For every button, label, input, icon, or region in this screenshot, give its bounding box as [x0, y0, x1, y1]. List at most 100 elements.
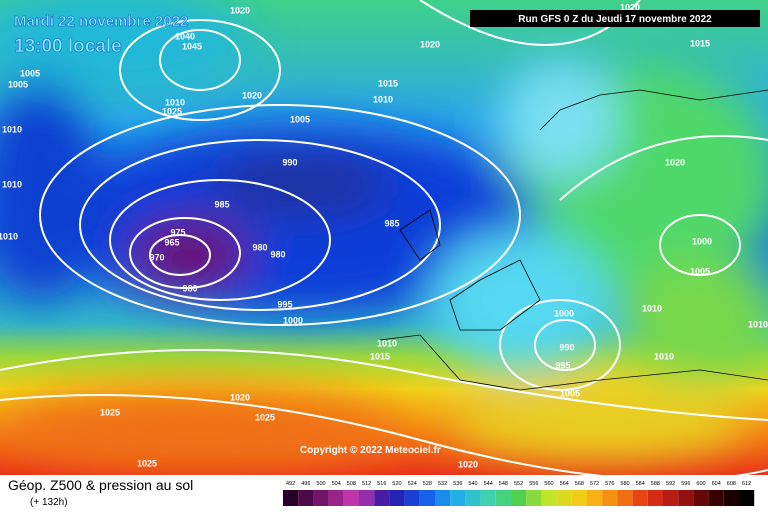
scale-swatch: [359, 490, 375, 506]
scale-label: 608: [727, 481, 736, 487]
scale-swatch: [404, 490, 420, 506]
scale-label: 516: [377, 481, 386, 487]
forecast-time: 13:00 locale: [14, 36, 122, 57]
isobar-label: 1010: [654, 351, 674, 361]
isobar-label: 965: [164, 237, 179, 247]
scale-swatch: [739, 490, 755, 506]
isobar-label: 1010: [642, 303, 662, 313]
scale-swatch: [617, 490, 633, 506]
scale-label: 560: [544, 481, 553, 487]
color-scale: 492 496 500 504 508 512 516 520 524 528 532 536 540 5…: [283, 481, 755, 506]
scale-label: 524: [408, 481, 417, 487]
isobar-label: 1010: [165, 97, 185, 107]
scale-swatch: [389, 490, 405, 506]
isobar-label: 1005: [290, 114, 310, 124]
copyright: Copyright © 2022 Meteociel.fr: [300, 445, 441, 456]
scale-label: 492: [286, 481, 295, 487]
scale-label: 604: [712, 481, 721, 487]
scale-swatch: [708, 490, 724, 506]
scale-label: 540: [468, 481, 477, 487]
scale-swatch: [602, 490, 618, 506]
scale-label: 536: [453, 481, 462, 487]
isobar-label: 980: [270, 249, 285, 259]
isobar-label: 995: [555, 360, 570, 370]
isobar-label: 1020: [242, 90, 262, 100]
isobar-label: 990: [282, 157, 297, 167]
isobar-label: 1025: [137, 458, 157, 468]
isobar-label: 1005: [8, 79, 28, 89]
scale-swatch: [313, 490, 329, 506]
scale-label: 508: [347, 481, 356, 487]
scale-swatch: [511, 490, 527, 506]
scale-label: 532: [438, 481, 447, 487]
isobar-label: 1015: [690, 38, 710, 48]
isobar-label: 1005: [20, 68, 40, 78]
scale-swatch: [283, 490, 299, 506]
isobar-label: 1040: [175, 31, 195, 41]
scale-swatch: [647, 490, 663, 506]
isobar-label: 1010: [373, 94, 393, 104]
scale-label: 512: [362, 481, 371, 487]
scale-label: 584: [636, 481, 645, 487]
isobar-label: 1000: [692, 236, 712, 246]
scale-swatch: [298, 490, 314, 506]
isobar-label: 1015: [378, 78, 398, 88]
isobar-label: 1010: [2, 179, 22, 189]
scale-swatch: [465, 490, 481, 506]
isobar-label: 995: [277, 299, 292, 309]
isobar-label: 970: [149, 252, 164, 262]
scale-swatch: [374, 490, 390, 506]
scale-label: 520: [392, 481, 401, 487]
isobar-label: 1045: [182, 41, 202, 51]
scale-label: 500: [316, 481, 325, 487]
scale-swatch: [693, 490, 709, 506]
isobar-label: 1015: [370, 351, 390, 361]
scale-swatch: [526, 490, 542, 506]
isobar-label: 1010: [0, 231, 18, 241]
scale-swatch: [587, 490, 603, 506]
isobar-label: 1000: [283, 315, 303, 325]
isobar-label: 1020: [458, 459, 478, 469]
isobar-label: 1025: [162, 106, 182, 116]
scale-label: 496: [301, 481, 310, 487]
isobar-label: 1020: [420, 39, 440, 49]
geopotential-field: [0, 0, 768, 470]
isobar-label: 1000: [554, 308, 574, 318]
isobar-label: 975: [170, 227, 185, 237]
scale-label: 592: [666, 481, 675, 487]
isobar-label: 1005: [560, 388, 580, 398]
scale-label: 588: [651, 481, 660, 487]
scale-swatch: [435, 490, 451, 506]
scale-label: 576: [605, 481, 614, 487]
run-banner: [470, 10, 760, 27]
scale-label: 504: [332, 481, 341, 487]
coastlines: [379, 89, 768, 391]
run-info: Run GFS 0 Z du Jeudi 17 novembre 2022: [518, 14, 712, 25]
scale-swatch: [632, 490, 648, 506]
isobar-label: 1020: [665, 157, 685, 167]
isobar-label: 980: [252, 242, 267, 252]
scale-swatch: [328, 490, 344, 506]
scale-label: 548: [499, 481, 508, 487]
isobar-label: 1010: [377, 338, 397, 348]
scale-swatch: [450, 490, 466, 506]
isobar-label: 1020: [620, 2, 640, 12]
scale-label: 552: [514, 481, 523, 487]
isobar-label: 980: [182, 283, 197, 293]
scale-swatch: [571, 490, 587, 506]
scale-swatch: [556, 490, 572, 506]
scale-swatch: [343, 490, 359, 506]
scale-label: 596: [681, 481, 690, 487]
forecast-date: Mardi 22 novembre 2022: [14, 13, 188, 30]
scale-swatch: [663, 490, 679, 506]
scale-label: 572: [590, 481, 599, 487]
isobar-label: 1010: [2, 124, 22, 134]
isobar-label: 985: [384, 218, 399, 228]
isobar-label: 1010: [748, 319, 768, 329]
scale-label: 556: [529, 481, 538, 487]
isobar-label: 1025: [100, 407, 120, 417]
scale-swatch: [541, 490, 557, 506]
